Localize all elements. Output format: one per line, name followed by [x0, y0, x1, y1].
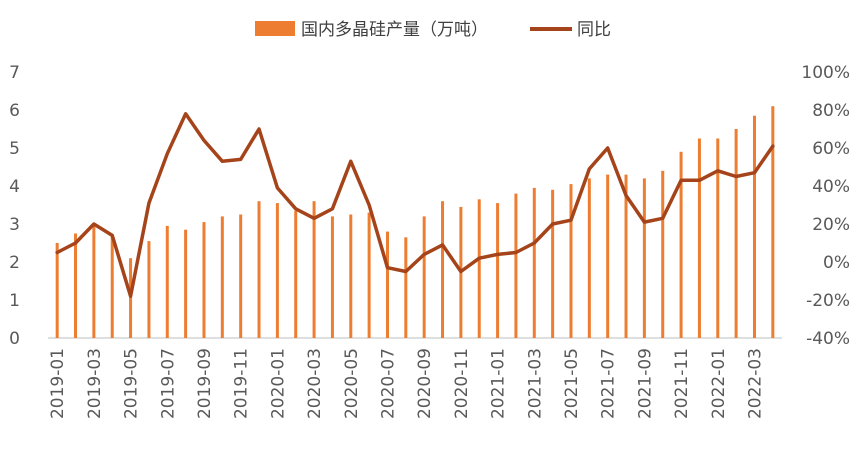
- left-tick-label: 6: [9, 101, 20, 121]
- right-tick-label: 60%: [812, 139, 850, 159]
- x-tick-label: 2020-01: [268, 348, 288, 419]
- bar-2019-01: [55, 243, 59, 338]
- bar-2019-12: [257, 201, 261, 338]
- bar-2021-03: [532, 187, 536, 338]
- right-tick-label: 40%: [812, 177, 850, 197]
- bar-series: [55, 106, 775, 338]
- legend-swatch-bar: [255, 21, 295, 36]
- right-tick-label: 0%: [823, 253, 850, 273]
- bar-2021-04: [551, 189, 555, 338]
- bar-2020-01: [275, 203, 279, 338]
- bar-2019-09: [202, 222, 206, 338]
- bar-2022-01: [716, 138, 720, 338]
- left-tick-label: 2: [9, 253, 20, 273]
- x-tick-label: 2021-11: [672, 348, 692, 419]
- bar-2021-06: [587, 178, 591, 338]
- right-tick-label: 80%: [812, 101, 850, 121]
- x-tick-label: 2021-03: [525, 348, 545, 419]
- bar-2020-09: [422, 216, 426, 338]
- x-tick-label: 2022-01: [709, 348, 729, 419]
- x-tick-label: 2019-09: [195, 348, 215, 419]
- bar-2021-09: [642, 178, 646, 338]
- bar-2021-02: [514, 193, 518, 338]
- x-tick-label: 2021-07: [599, 348, 619, 419]
- bar-2021-08: [624, 174, 628, 338]
- bar-2020-08: [404, 237, 408, 338]
- x-tick-label: 2020-03: [305, 348, 325, 419]
- bar-2019-02: [74, 233, 78, 338]
- bar-2020-06: [367, 212, 371, 338]
- x-tick-label: 2019-07: [158, 348, 178, 419]
- bar-2019-06: [147, 241, 151, 338]
- bar-2019-04: [110, 235, 114, 338]
- x-tick-label: 2021-01: [489, 348, 509, 419]
- bar-2022-03: [752, 115, 756, 338]
- bar-2020-05: [349, 214, 353, 338]
- x-tick-label: 2019-03: [85, 348, 105, 419]
- left-tick-label: 0: [9, 329, 20, 349]
- left-tick-label: 5: [9, 139, 20, 159]
- yoy-line: [55, 112, 775, 298]
- bar-2021-11: [679, 151, 683, 338]
- left-axis-ticks: 0 1 2 3 4 5 6 7: [9, 63, 20, 349]
- x-tick-label: 2021-09: [635, 348, 655, 419]
- left-tick-label: 3: [9, 215, 20, 235]
- legend-label-production: 国内多晶硅产量（万吨）: [301, 20, 488, 40]
- x-tick-label: 2021-05: [562, 348, 582, 419]
- bar-2020-04: [330, 216, 334, 338]
- bar-2021-12: [697, 138, 701, 338]
- x-tick-label: 2019-05: [122, 348, 142, 419]
- left-tick-label: 1: [9, 291, 20, 311]
- right-tick-label: -40%: [806, 329, 850, 349]
- x-tick-label: 2020-11: [452, 348, 472, 419]
- bar-2021-07: [606, 174, 610, 338]
- bar-2020-03: [312, 201, 316, 338]
- right-tick-label: 100%: [801, 63, 850, 83]
- bar-2020-02: [294, 210, 298, 338]
- right-tick-label: 20%: [812, 215, 850, 235]
- bar-2019-11: [239, 214, 243, 338]
- bar-2019-07: [165, 225, 169, 338]
- legend-label-yoy: 同比: [577, 20, 611, 40]
- right-tick-label: -20%: [806, 291, 850, 311]
- bar-2022-04: [771, 106, 775, 338]
- x-tick-label: 2022-03: [745, 348, 765, 419]
- bar-2021-05: [569, 184, 573, 338]
- x-tick-label: 2020-05: [342, 348, 362, 419]
- bar-2019-08: [184, 229, 188, 338]
- bar-2021-01: [496, 203, 500, 338]
- bar-2019-10: [220, 216, 224, 338]
- bar-2020-10: [441, 201, 445, 338]
- bar-2019-03: [92, 224, 96, 338]
- x-tick-label: 2020-07: [378, 348, 398, 419]
- x-tick-label: 2019-11: [232, 348, 252, 419]
- bar-2020-12: [477, 199, 481, 338]
- x-axis-ticks: 2019-01 2019-03 2019-05 2019-07 2019-09 2019-…: [48, 348, 765, 419]
- line-series: [55, 112, 775, 298]
- bar-2021-10: [661, 170, 665, 338]
- right-axis-ticks: -40% -20% 0% 20% 40% 60% 80% 100%: [801, 63, 850, 349]
- legend: 国内多晶硅产量（万吨） 同比: [255, 20, 611, 40]
- left-tick-label: 7: [9, 63, 20, 83]
- x-tick-label: 2020-09: [415, 348, 435, 419]
- x-tick-label: 2019-01: [48, 348, 68, 419]
- left-tick-label: 4: [9, 177, 20, 197]
- bar-2020-07: [385, 231, 389, 338]
- bar-2019-05: [129, 258, 133, 338]
- bar-2022-02: [734, 129, 738, 338]
